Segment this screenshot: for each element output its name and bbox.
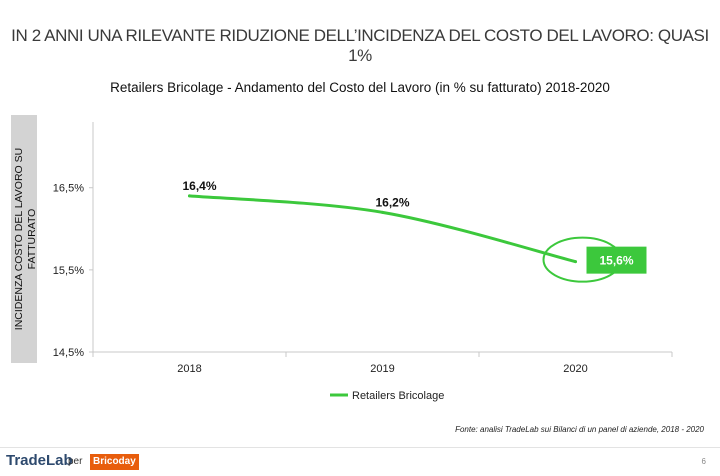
data-label: 16,4% <box>182 179 216 193</box>
y-tick-label: 16,5% <box>53 183 84 195</box>
y-axis-label-background <box>11 115 37 363</box>
chart-title: Retailers Bricolage - Andamento del Cost… <box>110 80 610 95</box>
bricoday-logo: Bricoday <box>90 454 139 470</box>
data-label: 16,2% <box>375 195 409 209</box>
legend-label: Retailers Bricolage <box>352 390 444 402</box>
x-tick-label: 2018 <box>177 363 201 375</box>
y-tick-label: 15,5% <box>53 265 84 277</box>
slide-title: IN 2 ANNI UNA RILEVANTE RIDUZIONE DELL’I… <box>11 26 709 65</box>
line-chart: INCIDENZA COSTO DEL LAVORO SU FATTURATO … <box>13 122 673 402</box>
footer-divider <box>0 447 720 448</box>
y-axis-title-line1: INCIDENZA COSTO DEL LAVORO SU <box>13 148 25 330</box>
data-point <box>381 210 384 214</box>
data-point <box>188 194 191 198</box>
tradelab-logo: TradeLab <box>6 452 73 469</box>
brand-per-text: per <box>68 456 83 467</box>
data-point <box>574 260 577 264</box>
x-tick-label: 2020 <box>563 363 587 375</box>
x-tick-label: 2019 <box>370 363 394 375</box>
page-number: 6 <box>701 457 706 466</box>
source-note: Fonte: analisi TradeLab sui Bilanci di u… <box>455 425 704 434</box>
data-label: 15,6% <box>599 254 633 268</box>
y-tick-label: 14,5% <box>53 347 84 359</box>
y-axis-title-line2: FATTURATO <box>26 209 38 270</box>
highlight-box <box>586 246 647 274</box>
